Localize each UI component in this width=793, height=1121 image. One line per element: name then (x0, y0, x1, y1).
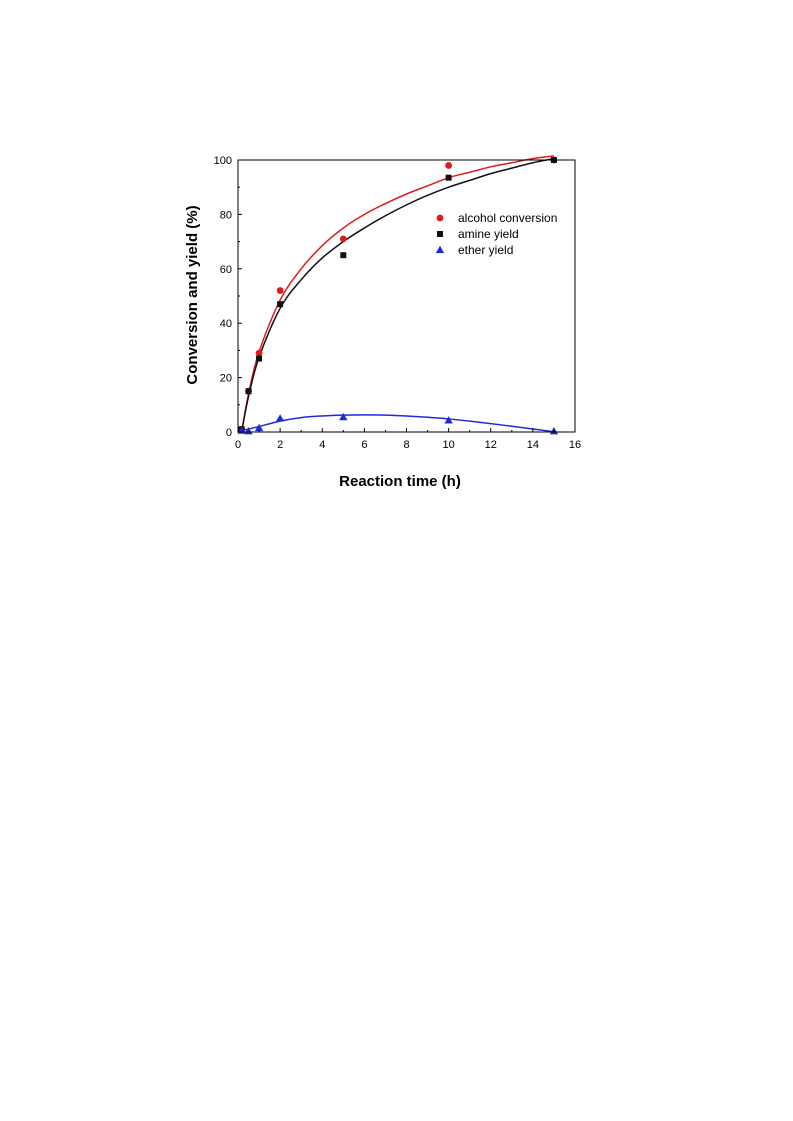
y-axis-title: Conversion and yield (%) (184, 205, 201, 384)
data-point-amine-yield (277, 301, 284, 308)
data-point-alcohol-conversion (445, 162, 453, 169)
fit-curve-ether-yield (241, 414, 555, 433)
data-point-ether-yield (339, 412, 348, 421)
data-point-alcohol-conversion (276, 287, 284, 294)
axes: 0 2 4 6 8 10 12 14 16 0 20 40 60 80 100 (214, 155, 581, 451)
y-tick-label: 100 (214, 155, 232, 167)
y-tick-label: 60 (220, 264, 232, 276)
legend-marker-amine-yield (437, 231, 443, 237)
data-point-ether-yield (275, 414, 285, 422)
data-point-alcohol-conversion (255, 349, 263, 357)
legend-label-alcohol-conversion: alcohol conversion (458, 211, 557, 225)
fit-curve-amine-yield (240, 157, 555, 433)
fit-curves (240, 155, 555, 433)
data-point-amine-yield (256, 355, 263, 362)
x-tick-label: 4 (319, 439, 325, 451)
x-tick-label: 16 (569, 439, 581, 451)
y-tick-label: 0 (226, 427, 232, 439)
legend: alcohol conversion amine yield ether yield (435, 211, 557, 257)
x-tick-label: 8 (403, 439, 409, 451)
y-tick-label: 20 (220, 373, 232, 385)
x-tick-label: 10 (443, 439, 455, 451)
fit-curve-alcohol-conversion (240, 155, 555, 433)
data-point-amine-yield (445, 174, 452, 181)
legend-label-amine-yield: amine yield (458, 227, 519, 241)
x-tick-label: 12 (485, 439, 497, 451)
x-tick-label: 6 (361, 439, 367, 451)
x-tick-label: 2 (277, 439, 283, 451)
x-axis-title: Reaction time (h) (339, 473, 461, 490)
legend-marker-alcohol-conversion (436, 214, 444, 222)
data-point-alcohol-conversion (339, 235, 347, 243)
y-tick-label: 40 (220, 318, 232, 330)
x-tick-label: 0 (235, 439, 241, 451)
data-point-amine-yield (245, 388, 252, 395)
data-point-ether-yield (254, 423, 264, 432)
x-tick-label: 14 (527, 439, 539, 451)
data-point-amine-yield (340, 252, 347, 259)
legend-label-ether-yield: ether yield (458, 243, 513, 257)
y-tick-label: 80 (220, 209, 232, 221)
legend-marker-ether-yield (435, 245, 445, 254)
data-point-ether-yield (444, 416, 453, 424)
